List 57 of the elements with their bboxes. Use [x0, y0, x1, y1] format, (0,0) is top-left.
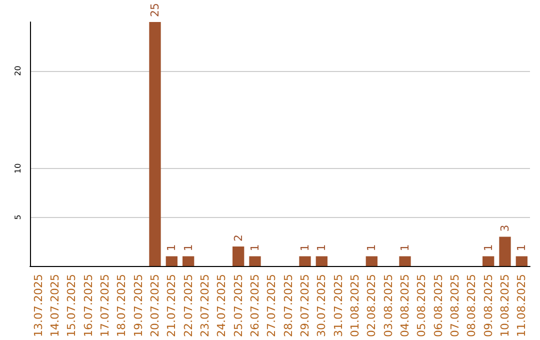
x-tick-label: 02.08.2025 — [365, 274, 378, 338]
y-tick-label: 5 — [14, 214, 22, 220]
x-tick-label: 08.08.2025 — [465, 274, 478, 338]
data-label: 2 — [232, 234, 245, 242]
data-label: 1 — [182, 244, 195, 252]
bar — [249, 256, 261, 266]
data-label: 1 — [298, 244, 312, 252]
bar — [232, 246, 244, 266]
bar — [399, 256, 411, 266]
data-label: 25 — [148, 3, 162, 17]
data-label: 1 — [165, 244, 178, 252]
x-tick-label: 18.07.2025 — [115, 274, 128, 338]
data-label: 1 — [482, 244, 495, 252]
y-tick-label: 10 — [14, 163, 22, 174]
x-tick-label: 30.07.2025 — [315, 274, 328, 338]
x-tick-label: 27.07.2025 — [265, 274, 278, 338]
data-label: 1 — [365, 244, 378, 252]
x-tick-label: 15.07.2025 — [65, 274, 78, 338]
bar — [149, 22, 161, 266]
data-label: 1 — [248, 244, 262, 252]
x-tick-label: 20.07.2025 — [148, 274, 162, 338]
data-label: 1 — [515, 244, 528, 252]
data-label: 1 — [315, 244, 328, 252]
x-tick-label: 05.08.2025 — [415, 274, 428, 338]
x-tick-label: 01.08.2025 — [348, 274, 362, 338]
data-label: 1 — [398, 244, 412, 252]
bar — [316, 256, 328, 266]
x-tick-label: 28.07.2025 — [282, 274, 295, 338]
x-tick-label: 06.08.2025 — [432, 274, 445, 338]
y-tick-label: 20 — [14, 66, 22, 76]
x-tick-label: 07.08.2025 — [448, 274, 462, 338]
bar — [499, 236, 511, 266]
data-label: 3 — [498, 224, 512, 232]
x-tick-label: 17.07.2025 — [98, 274, 112, 338]
x-tick-label: 29.07.2025 — [298, 274, 312, 338]
x-tick-label: 21.07.2025 — [165, 274, 178, 338]
x-tick-label: 11.08.2025 — [515, 274, 528, 338]
x-tick-label: 19.07.2025 — [132, 274, 145, 338]
x-tick-label: 23.07.2025 — [198, 274, 212, 338]
x-tick-label: 03.08.2025 — [382, 274, 395, 338]
x-tick-label: 09.08.2025 — [482, 274, 495, 338]
bar — [299, 256, 311, 266]
x-tick-label: 04.08.2025 — [398, 274, 412, 338]
x-tick-label: 10.08.2025 — [498, 274, 512, 338]
bar — [482, 256, 494, 266]
bar — [516, 256, 528, 266]
bar — [166, 256, 178, 266]
x-tick-label: 24.07.2025 — [215, 274, 228, 338]
x-tick-label: 22.07.2025 — [182, 274, 195, 338]
bar — [366, 256, 378, 266]
x-tick-label: 26.07.2025 — [248, 274, 262, 338]
bar — [182, 256, 194, 266]
x-tick-label: 25.07.2025 — [232, 274, 245, 338]
x-tick-label: 16.07.2025 — [82, 274, 95, 338]
x-tick-label: 31.07.2025 — [332, 274, 345, 338]
x-tick-label: 14.07.2025 — [48, 274, 62, 338]
x-tick-label: 13.07.2025 — [32, 274, 45, 338]
